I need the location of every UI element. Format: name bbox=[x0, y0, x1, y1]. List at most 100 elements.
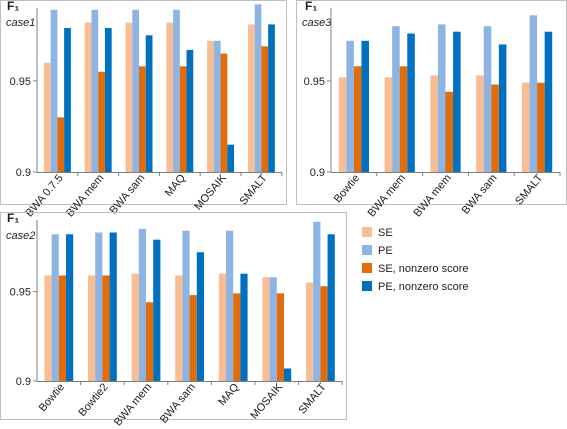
bar-pe-nonzero-score bbox=[453, 31, 461, 172]
chart-title: case3 bbox=[302, 17, 332, 29]
bar-pe-nonzero-score bbox=[327, 234, 335, 381]
legend-label-se: SE bbox=[378, 227, 393, 239]
bar-pe bbox=[269, 277, 277, 381]
bar-se bbox=[262, 277, 270, 381]
legend-label-pe-nonzero: PE, nonzero score bbox=[378, 281, 469, 293]
bar-pe bbox=[51, 234, 59, 381]
bar-se-nonzero-score bbox=[220, 53, 228, 172]
bar-pe-nonzero-score bbox=[544, 31, 553, 172]
x-tick-label: SMALT bbox=[513, 172, 545, 207]
bar-se bbox=[476, 75, 484, 172]
bar-se bbox=[44, 275, 52, 381]
bar-se-nonzero-score bbox=[276, 293, 284, 381]
bar-pe-nonzero-score bbox=[283, 368, 292, 381]
bar-se-nonzero-score bbox=[98, 71, 105, 172]
bar-pe bbox=[50, 9, 58, 173]
x-tick-label: MOSAIK bbox=[192, 172, 229, 213]
legend-label-se-nonzero: SE, nonzero score bbox=[378, 263, 469, 275]
bar-pe-nonzero-score bbox=[268, 24, 275, 173]
x-tick-label: BWA sam bbox=[107, 172, 147, 216]
y-axis-label: F₁ bbox=[305, 0, 317, 13]
bar-se bbox=[384, 77, 393, 172]
x-tick-label: SMALT bbox=[237, 172, 269, 207]
bar-se-nonzero-score bbox=[58, 275, 66, 381]
bar-se-nonzero-score bbox=[102, 275, 110, 381]
bar-se bbox=[338, 77, 347, 172]
bar-pe-nonzero-score bbox=[186, 49, 194, 172]
bar-pe-nonzero-score bbox=[227, 144, 235, 172]
bar-se bbox=[43, 62, 51, 172]
bar-se bbox=[125, 22, 133, 173]
bar-pe bbox=[254, 4, 262, 172]
x-tick-label: SMALT bbox=[296, 381, 328, 416]
bar-pe bbox=[138, 228, 146, 381]
bar-pe bbox=[91, 9, 99, 173]
y-axis-label: F₁ bbox=[7, 211, 19, 225]
x-tick-label: BWA sam bbox=[158, 381, 198, 425]
bar-se bbox=[247, 24, 255, 173]
bar-pe bbox=[182, 230, 190, 381]
y-tick-label: 0.9 bbox=[310, 167, 325, 179]
bar-pe-nonzero-score bbox=[64, 28, 71, 172]
bar-se-nonzero-score bbox=[139, 66, 146, 172]
bar-pe bbox=[529, 15, 538, 172]
chart-title: case1 bbox=[6, 17, 35, 29]
y-tick-label: 0.9 bbox=[16, 167, 31, 179]
bar-pe bbox=[226, 230, 234, 381]
bar-pe bbox=[392, 26, 400, 172]
bar-se bbox=[88, 275, 96, 381]
bar-se-nonzero-score bbox=[491, 84, 499, 172]
legend-swatch-pe bbox=[362, 245, 372, 255]
bar-pe bbox=[313, 221, 321, 381]
bar-se bbox=[207, 40, 214, 172]
legend-swatch-se-nonzero bbox=[362, 263, 372, 273]
bar-se bbox=[430, 75, 438, 172]
bar-se bbox=[131, 273, 139, 381]
bar-pe-nonzero-score bbox=[65, 234, 74, 381]
x-tick-label: Bowtie bbox=[37, 381, 67, 414]
x-tick-label: BWA mem bbox=[411, 172, 453, 219]
bar-se-nonzero-score bbox=[399, 66, 408, 172]
x-tick-label: Bowtie2 bbox=[76, 381, 110, 419]
x-tick-label: MAQ bbox=[163, 172, 189, 199]
x-tick-label: Bowtie bbox=[332, 172, 362, 205]
legend-label-pe: PE bbox=[378, 245, 393, 257]
x-tick-label: BWA mem bbox=[366, 172, 408, 219]
y-tick-label: 0.95 bbox=[10, 76, 31, 88]
bar-pe-nonzero-score bbox=[196, 252, 204, 381]
bar-pe bbox=[483, 26, 492, 172]
x-tick-label: BWA sam bbox=[460, 172, 500, 216]
x-tick-label: MAQ bbox=[216, 381, 242, 408]
bar-se-nonzero-score bbox=[445, 91, 454, 172]
y-tick-label: 0.95 bbox=[304, 76, 325, 88]
bar-pe bbox=[437, 24, 446, 173]
legend-swatch-se bbox=[362, 227, 372, 237]
chart-frame bbox=[0, 0, 287, 205]
bar-pe bbox=[132, 9, 139, 173]
bar-se-nonzero-score bbox=[146, 302, 154, 381]
bar-se bbox=[84, 22, 92, 173]
bar-pe-nonzero-score bbox=[109, 232, 117, 381]
bar-pe-nonzero-score bbox=[153, 239, 161, 381]
bar-se-nonzero-score bbox=[353, 66, 362, 172]
chart-title: case2 bbox=[6, 230, 35, 242]
bar-pe bbox=[95, 232, 103, 381]
legend-swatch-pe-nonzero bbox=[362, 281, 372, 291]
bar-pe-nonzero-score bbox=[498, 44, 507, 172]
chart-frame bbox=[0, 212, 347, 420]
bar-se-nonzero-score bbox=[189, 295, 197, 381]
bar-se bbox=[218, 273, 227, 381]
legend: SE PE SE, nonzero score PE, nonzero scor… bbox=[362, 227, 469, 293]
bar-se bbox=[166, 22, 174, 173]
bar-se bbox=[521, 82, 530, 172]
bar-pe-nonzero-score bbox=[240, 273, 248, 381]
x-tick-label: MOSAIK bbox=[248, 381, 285, 422]
bar-se-nonzero-score bbox=[320, 286, 328, 381]
bar-se bbox=[306, 282, 314, 381]
chart-panel-case2: F₁ case2 0.9 0.95 Bowtie Bowtie2 BWA mem BWA sa… bbox=[0, 211, 347, 428]
bar-se-nonzero-score bbox=[261, 46, 269, 173]
bar-pe-nonzero-score bbox=[145, 35, 153, 173]
